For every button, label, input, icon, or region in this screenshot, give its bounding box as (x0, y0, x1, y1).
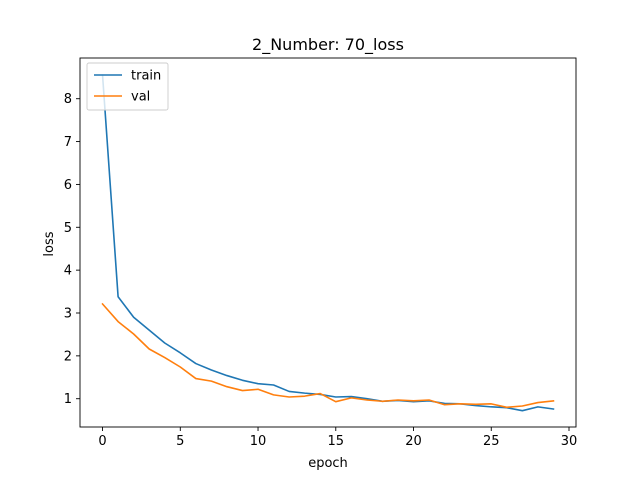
legend-label-val: val (131, 90, 150, 105)
x-tick-label: 0 (98, 434, 106, 449)
y-tick-label: 3 (64, 307, 72, 322)
y-tick-label: 6 (64, 178, 72, 193)
x-tick-label: 20 (405, 434, 422, 449)
y-tick-label: 8 (64, 92, 72, 107)
chart-title: 2_Number: 70_loss (252, 35, 404, 55)
y-tick-label: 2 (64, 349, 72, 364)
series-line-val (101, 302, 555, 409)
y-tick-label: 1 (64, 392, 72, 407)
y-tick-label: 5 (64, 221, 72, 236)
y-tick-label: 4 (64, 264, 72, 279)
x-tick-label: 10 (250, 434, 267, 449)
x-tick-label: 30 (561, 434, 578, 449)
x-tick-label: 25 (483, 434, 500, 449)
x-tick-label: 15 (328, 434, 345, 449)
y-axis-label: loss (42, 231, 57, 256)
x-tick-label: 5 (176, 434, 184, 449)
legend-label-train: train (131, 69, 161, 84)
y-tick-label: 7 (64, 135, 72, 150)
x-axis-label: epoch (308, 456, 348, 471)
series-line-train (101, 74, 555, 412)
axes-frame (79, 57, 577, 428)
plot-area: 0 5 10 15 20 25 30 1 2 3 4 5 6 7 8 train val (64, 57, 578, 449)
